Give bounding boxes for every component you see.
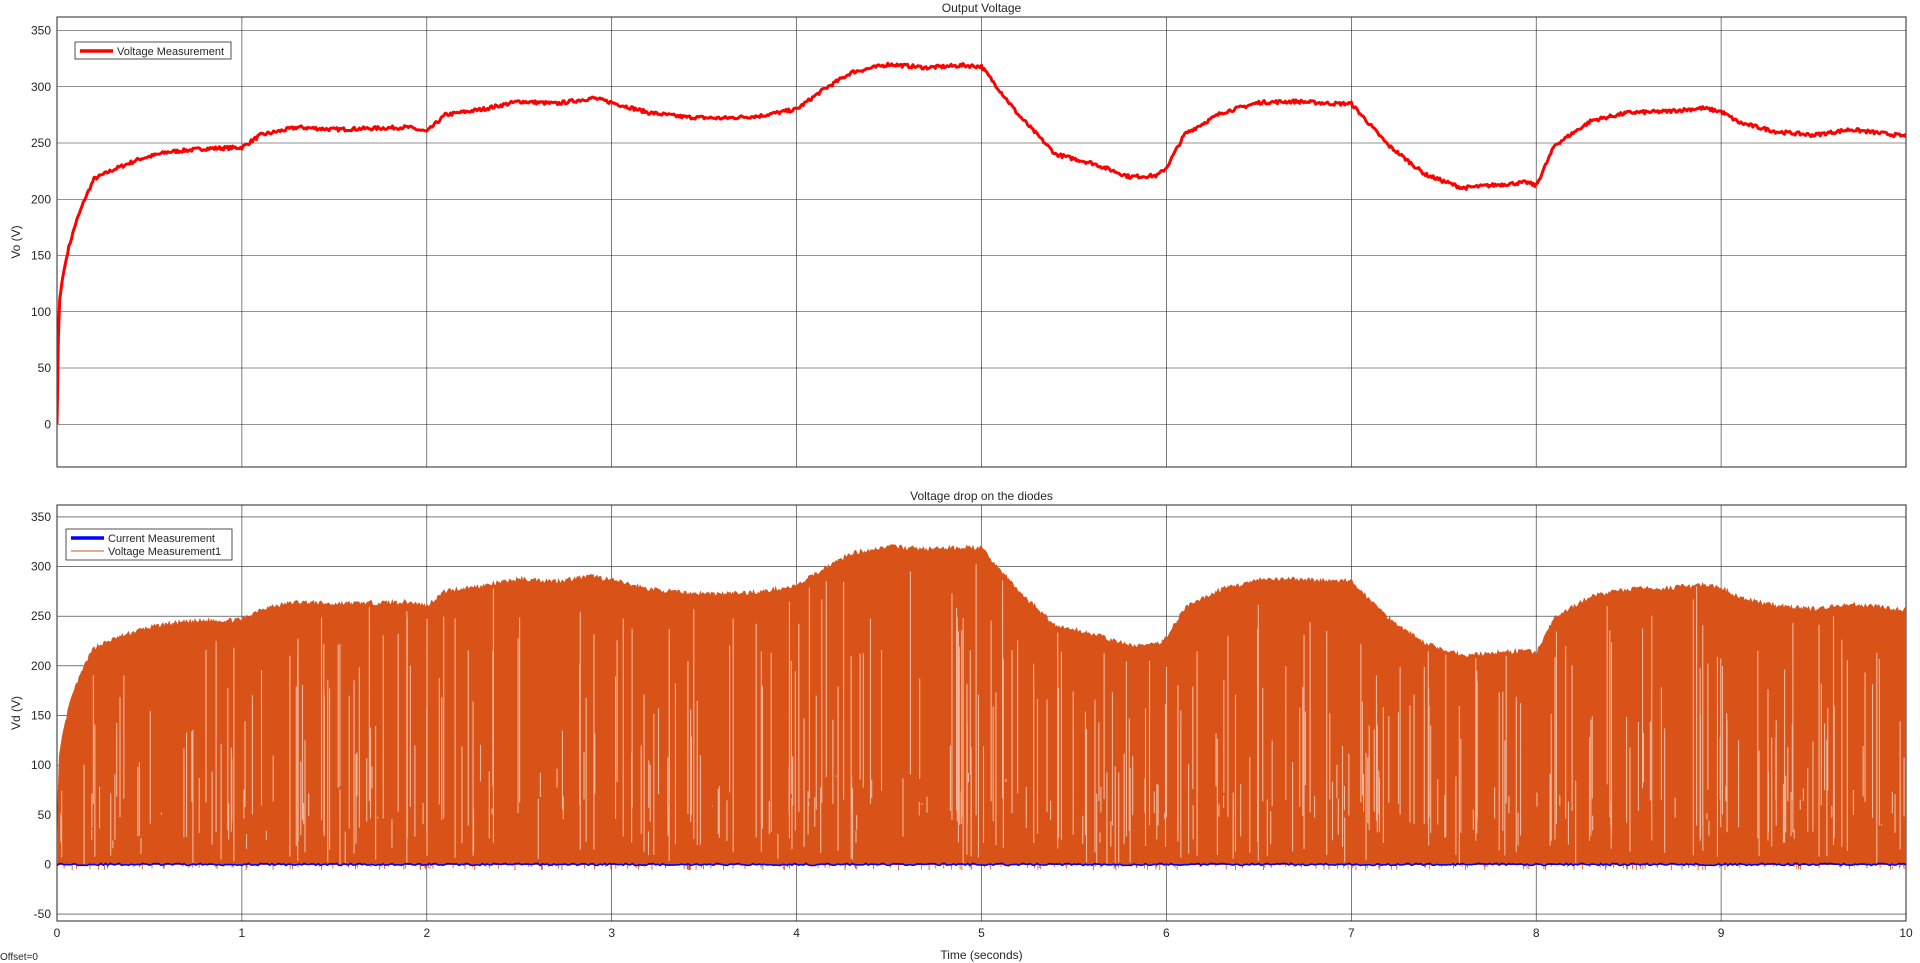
- legend-entry: Voltage Measurement: [117, 46, 224, 58]
- x-tick-label: 3: [608, 926, 615, 940]
- legend: Voltage Measurement: [74, 41, 232, 60]
- y-tick-label: 200: [31, 659, 51, 673]
- x-tick-label: 9: [1718, 926, 1725, 940]
- negative-spikes: [63, 864, 1905, 871]
- x-tick-label: 10: [1899, 926, 1913, 940]
- legend-entry: Current Measurement: [108, 533, 215, 545]
- legend-box: [65, 528, 233, 561]
- y-tick-label: 50: [38, 808, 52, 822]
- y-axis-label: Vo (V): [9, 225, 23, 258]
- plot-voltage-drop-diodes: 0 1 2 3 4 5 6 7 8 9 10-50050100150200250300350Volt…: [9, 489, 1913, 962]
- legend-box: [74, 41, 232, 60]
- y-tick-label: 50: [38, 361, 52, 375]
- y-axis-label: Vd (V): [9, 696, 23, 730]
- y-tick-label: 300: [31, 560, 51, 574]
- x-tick-label: 0: [54, 926, 61, 940]
- chart-title: Output Voltage: [942, 1, 1022, 15]
- plot-area: [57, 544, 1906, 871]
- x-tick-label: 8: [1533, 926, 1540, 940]
- y-tick-label: 150: [31, 708, 51, 722]
- switching-gaps: [60, 564, 1905, 865]
- y-tick-label: 100: [31, 758, 51, 772]
- y-tick-label: 350: [31, 510, 51, 524]
- plot-area: [57, 61, 1906, 425]
- y-tick-label: 150: [31, 249, 51, 263]
- y-tick-label: 100: [31, 305, 51, 319]
- series-line-current-measurement: [57, 862, 1906, 867]
- x-tick-label: 1: [239, 926, 246, 940]
- y-tick-label: 250: [31, 136, 51, 150]
- x-tick-label: 2: [423, 926, 430, 940]
- x-axis-label: Time (seconds): [940, 948, 1022, 962]
- x-tick-label: 5: [978, 926, 985, 940]
- x-tick-label: 6: [1163, 926, 1170, 940]
- y-tick-label: 350: [31, 24, 51, 38]
- x-tick-label: 7: [1348, 926, 1355, 940]
- legend-entry: Voltage Measurement1: [108, 546, 221, 558]
- plot-output-voltage: 0 50 100 150 200 250 300 350 Output Voltage Vo (V…: [9, 1, 1907, 468]
- chart-title: Voltage drop on the diodes: [910, 489, 1053, 503]
- y-tick-label: 300: [31, 80, 51, 94]
- y-tick-label: 200: [31, 192, 51, 206]
- x-tick-label: 4: [793, 926, 800, 940]
- y-tick-label: 0: [44, 417, 51, 431]
- offset-label: Offset=0: [0, 952, 38, 963]
- y-tick-label: -50: [34, 907, 52, 921]
- series-line-voltage-measurement: [57, 61, 1906, 425]
- y-tick-label: 0: [44, 857, 51, 871]
- y-tick-label: 250: [31, 609, 51, 623]
